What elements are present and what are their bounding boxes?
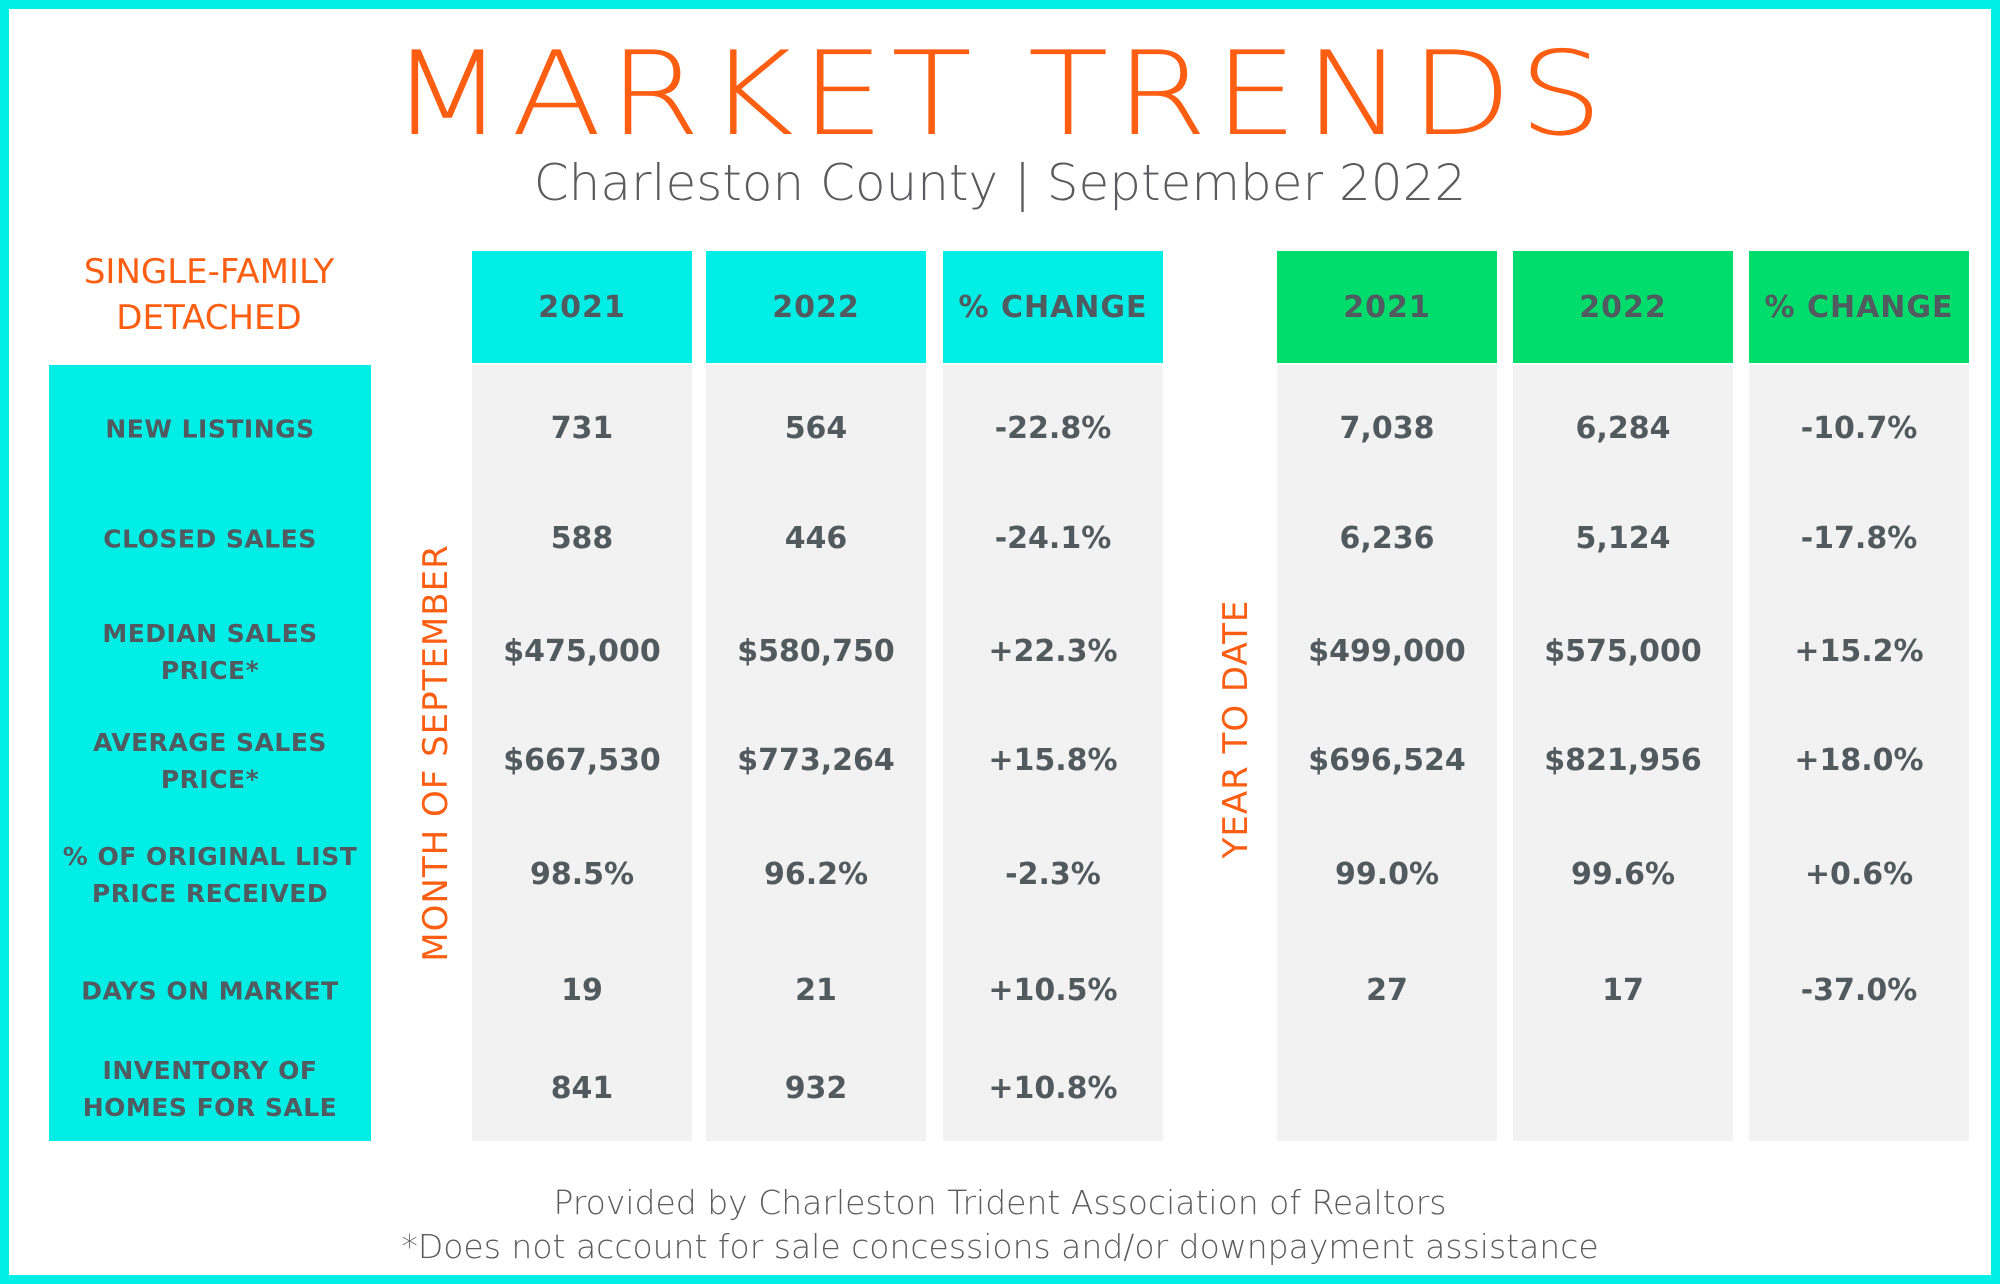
- row-label-line: DAYS ON MARKET: [81, 976, 339, 1006]
- table-cell: -24.1%: [994, 521, 1112, 556]
- table-cell: 841: [550, 1071, 614, 1106]
- footer-source: Provided by Charleston Trident Associati…: [553, 1183, 1447, 1222]
- column-header: % CHANGE: [943, 251, 1163, 363]
- table-cell: -17.8%: [1800, 521, 1918, 556]
- table-cell: 564: [784, 411, 848, 446]
- column-header: 2021: [472, 251, 692, 363]
- column-background: [1277, 365, 1497, 1141]
- table-cell: +18.0%: [1794, 743, 1924, 778]
- table-cell: $475,000: [503, 634, 661, 669]
- table-cell: 96.2%: [763, 857, 869, 892]
- column-background: [943, 365, 1163, 1141]
- column-header: % CHANGE: [1749, 251, 1969, 363]
- table-cell: $575,000: [1544, 634, 1702, 669]
- table-cell: -37.0%: [1800, 973, 1918, 1008]
- property-category: SINGLE-FAMILY DETACHED: [39, 249, 379, 341]
- table-cell: +22.3%: [988, 634, 1118, 669]
- row-label: NEW LISTINGS: [49, 411, 371, 448]
- table-cell: $580,750: [737, 634, 895, 669]
- side-label-ytd: YEAR TO DATE: [1216, 599, 1256, 859]
- table-cell: -2.3%: [1005, 857, 1101, 892]
- row-label-line: % OF ORIGINAL LIST: [62, 842, 358, 871]
- column-header: 2022: [706, 251, 926, 363]
- row-label-line: PRICE*: [160, 656, 260, 685]
- table-cell: 99.0%: [1334, 857, 1440, 892]
- table-cell: 932: [784, 1071, 848, 1106]
- property-category-line1: SINGLE-FAMILY: [83, 252, 335, 292]
- row-label-line: INVENTORY OF: [102, 1056, 318, 1085]
- row-label-line: NEW LISTINGS: [105, 414, 315, 444]
- column-background: [706, 365, 926, 1141]
- row-label: CLOSED SALES: [49, 521, 371, 558]
- table-cell: 27: [1366, 973, 1408, 1008]
- table-cell: 19: [561, 973, 603, 1008]
- column-header: 2022: [1513, 251, 1733, 363]
- row-label-line: AVERAGE SALES: [93, 728, 327, 757]
- table-cell: 5,124: [1575, 521, 1671, 556]
- footer-note: *Does not account for sale concessions a…: [401, 1227, 1599, 1266]
- table-cell: 7,038: [1339, 411, 1435, 446]
- row-label-panel: [49, 365, 371, 1141]
- table-cell: $821,956: [1544, 743, 1702, 778]
- table-cell: 98.5%: [529, 857, 635, 892]
- row-label-line: MEDIAN SALES: [102, 619, 318, 648]
- column-header: 2021: [1277, 251, 1497, 363]
- table-cell: 731: [550, 411, 614, 446]
- table-cell: +15.2%: [1794, 634, 1924, 669]
- row-label-line: CLOSED SALES: [103, 524, 317, 554]
- table-cell: $499,000: [1308, 634, 1466, 669]
- table-cell: +10.5%: [988, 973, 1118, 1008]
- table-cell: 446: [784, 521, 848, 556]
- row-label: INVENTORY OF HOMES FOR SALE: [49, 1052, 371, 1126]
- row-label: DAYS ON MARKET: [49, 973, 371, 1010]
- table-cell: 588: [550, 521, 614, 556]
- row-label-line: HOMES FOR SALE: [82, 1093, 338, 1122]
- table-cell: $696,524: [1308, 743, 1466, 778]
- side-label-month: MONTH OF SEPTEMBER: [416, 544, 456, 962]
- table-cell: -22.8%: [994, 411, 1112, 446]
- table-cell: $773,264: [737, 743, 895, 778]
- table-cell: +0.6%: [1804, 857, 1914, 892]
- table-cell: +15.8%: [988, 743, 1118, 778]
- page-subtitle: Charleston County | September 2022: [533, 154, 1467, 212]
- table-cell: 99.6%: [1570, 857, 1676, 892]
- column-background: [1749, 365, 1969, 1141]
- table-cell: 6,236: [1339, 521, 1435, 556]
- row-label: MEDIAN SALES PRICE*: [49, 615, 371, 689]
- row-label: % OF ORIGINAL LIST PRICE RECEIVED: [49, 838, 371, 912]
- column-background: [472, 365, 692, 1141]
- table-cell: 17: [1602, 973, 1644, 1008]
- row-label-line: PRICE*: [160, 765, 260, 794]
- table-cell: 6,284: [1575, 411, 1671, 446]
- table-cell: 21: [795, 973, 837, 1008]
- table-cell: -10.7%: [1800, 411, 1918, 446]
- row-label: AVERAGE SALES PRICE*: [49, 724, 371, 798]
- property-category-line2: DETACHED: [116, 298, 302, 338]
- table-cell: +10.8%: [988, 1071, 1118, 1106]
- table-cell: $667,530: [503, 743, 661, 778]
- row-label-line: PRICE RECEIVED: [91, 879, 329, 908]
- page-title: MARKET TRENDS: [390, 27, 1610, 162]
- column-background: [1513, 365, 1733, 1141]
